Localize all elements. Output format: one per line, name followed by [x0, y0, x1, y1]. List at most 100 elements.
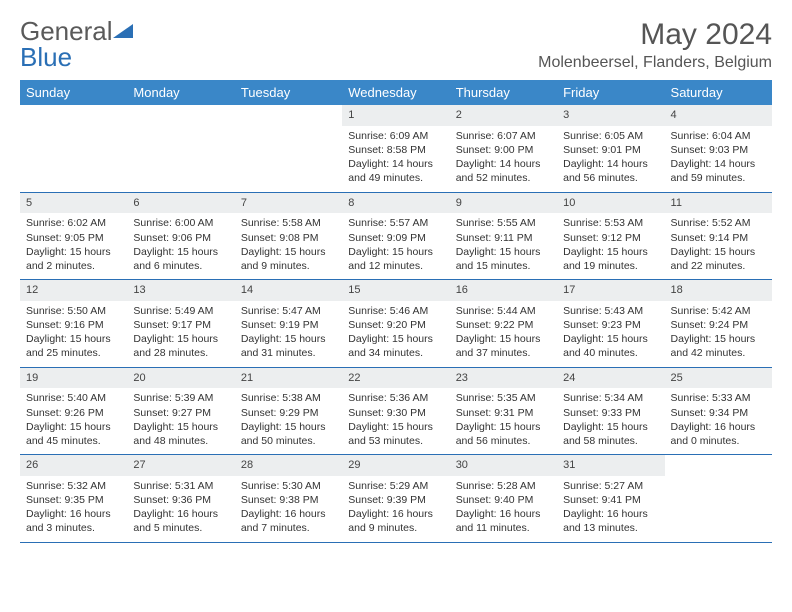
calendar-cell: 27Sunrise: 5:31 AMSunset: 9:36 PMDayligh…: [127, 455, 234, 543]
day-number: 9: [450, 193, 557, 214]
day-content: Sunrise: 5:58 AMSunset: 9:08 PMDaylight:…: [235, 213, 342, 279]
day-content: Sunrise: 5:42 AMSunset: 9:24 PMDaylight:…: [665, 301, 772, 367]
logo-text: General Blue: [20, 18, 135, 70]
calendar-week-row: 26Sunrise: 5:32 AMSunset: 9:35 PMDayligh…: [20, 455, 772, 543]
day-number: 21: [235, 368, 342, 389]
day-number: 17: [557, 280, 664, 301]
day-content: Sunrise: 5:40 AMSunset: 9:26 PMDaylight:…: [20, 388, 127, 454]
day-content: Sunrise: 5:46 AMSunset: 9:20 PMDaylight:…: [342, 301, 449, 367]
day-number: 26: [20, 455, 127, 476]
calendar-cell: 13Sunrise: 5:49 AMSunset: 9:17 PMDayligh…: [127, 280, 234, 368]
day-content: Sunrise: 5:36 AMSunset: 9:30 PMDaylight:…: [342, 388, 449, 454]
day-content: Sunrise: 6:00 AMSunset: 9:06 PMDaylight:…: [127, 213, 234, 279]
day-content: Sunrise: 6:09 AMSunset: 8:58 PMDaylight:…: [342, 126, 449, 192]
day-content: Sunrise: 5:28 AMSunset: 9:40 PMDaylight:…: [450, 476, 557, 542]
day-content: Sunrise: 5:47 AMSunset: 9:19 PMDaylight:…: [235, 301, 342, 367]
calendar-cell: 4Sunrise: 6:04 AMSunset: 9:03 PMDaylight…: [665, 105, 772, 192]
weekday-header: Tuesday: [235, 80, 342, 105]
calendar-cell: 5Sunrise: 6:02 AMSunset: 9:05 PMDaylight…: [20, 192, 127, 280]
day-content: Sunrise: 6:02 AMSunset: 9:05 PMDaylight:…: [20, 213, 127, 279]
calendar-cell: 3Sunrise: 6:05 AMSunset: 9:01 PMDaylight…: [557, 105, 664, 192]
day-content: Sunrise: 5:50 AMSunset: 9:16 PMDaylight:…: [20, 301, 127, 367]
calendar-cell: 12Sunrise: 5:50 AMSunset: 9:16 PMDayligh…: [20, 280, 127, 368]
calendar-cell: 21Sunrise: 5:38 AMSunset: 9:29 PMDayligh…: [235, 367, 342, 455]
calendar-cell: 20Sunrise: 5:39 AMSunset: 9:27 PMDayligh…: [127, 367, 234, 455]
calendar-body: 1Sunrise: 6:09 AMSunset: 8:58 PMDaylight…: [20, 105, 772, 542]
day-content: Sunrise: 6:07 AMSunset: 9:00 PMDaylight:…: [450, 126, 557, 192]
day-number: 10: [557, 193, 664, 214]
day-number: 30: [450, 455, 557, 476]
day-number: 5: [20, 193, 127, 214]
day-content: Sunrise: 5:31 AMSunset: 9:36 PMDaylight:…: [127, 476, 234, 542]
calendar-week-row: 1Sunrise: 6:09 AMSunset: 8:58 PMDaylight…: [20, 105, 772, 192]
logo: General Blue: [20, 18, 135, 70]
calendar-cell: 22Sunrise: 5:36 AMSunset: 9:30 PMDayligh…: [342, 367, 449, 455]
day-content: Sunrise: 6:05 AMSunset: 9:01 PMDaylight:…: [557, 126, 664, 192]
calendar-cell: 9Sunrise: 5:55 AMSunset: 9:11 PMDaylight…: [450, 192, 557, 280]
calendar-cell: 15Sunrise: 5:46 AMSunset: 9:20 PMDayligh…: [342, 280, 449, 368]
day-content: Sunrise: 5:43 AMSunset: 9:23 PMDaylight:…: [557, 301, 664, 367]
location: Molenbeersel, Flanders, Belgium: [538, 54, 772, 72]
weekday-header: Thursday: [450, 80, 557, 105]
calendar-cell: 8Sunrise: 5:57 AMSunset: 9:09 PMDaylight…: [342, 192, 449, 280]
day-number: 2: [450, 105, 557, 126]
title-block: May 2024 Molenbeersel, Flanders, Belgium: [538, 18, 772, 72]
calendar-cell: [127, 105, 234, 192]
calendar-cell: [20, 105, 127, 192]
calendar-cell: 19Sunrise: 5:40 AMSunset: 9:26 PMDayligh…: [20, 367, 127, 455]
day-number: 3: [557, 105, 664, 126]
day-content: Sunrise: 5:35 AMSunset: 9:31 PMDaylight:…: [450, 388, 557, 454]
calendar-cell: 28Sunrise: 5:30 AMSunset: 9:38 PMDayligh…: [235, 455, 342, 543]
day-content: Sunrise: 5:27 AMSunset: 9:41 PMDaylight:…: [557, 476, 664, 542]
calendar-head: SundayMondayTuesdayWednesdayThursdayFrid…: [20, 80, 772, 105]
day-content: Sunrise: 6:04 AMSunset: 9:03 PMDaylight:…: [665, 126, 772, 192]
weekday-header: Saturday: [665, 80, 772, 105]
calendar-cell: 24Sunrise: 5:34 AMSunset: 9:33 PMDayligh…: [557, 367, 664, 455]
day-number: 20: [127, 368, 234, 389]
day-content: Sunrise: 5:44 AMSunset: 9:22 PMDaylight:…: [450, 301, 557, 367]
calendar-cell: 10Sunrise: 5:53 AMSunset: 9:12 PMDayligh…: [557, 192, 664, 280]
day-content: Sunrise: 5:57 AMSunset: 9:09 PMDaylight:…: [342, 213, 449, 279]
calendar-cell: 17Sunrise: 5:43 AMSunset: 9:23 PMDayligh…: [557, 280, 664, 368]
calendar-week-row: 12Sunrise: 5:50 AMSunset: 9:16 PMDayligh…: [20, 280, 772, 368]
day-number: 7: [235, 193, 342, 214]
logo-triangle-icon: [113, 24, 135, 40]
day-number: 23: [450, 368, 557, 389]
day-number: 12: [20, 280, 127, 301]
day-content: Sunrise: 5:33 AMSunset: 9:34 PMDaylight:…: [665, 388, 772, 454]
day-content: Sunrise: 5:52 AMSunset: 9:14 PMDaylight:…: [665, 213, 772, 279]
day-number: 29: [342, 455, 449, 476]
weekday-header: Monday: [127, 80, 234, 105]
day-number: 6: [127, 193, 234, 214]
day-number: 19: [20, 368, 127, 389]
calendar-cell: 23Sunrise: 5:35 AMSunset: 9:31 PMDayligh…: [450, 367, 557, 455]
day-content: Sunrise: 5:38 AMSunset: 9:29 PMDaylight:…: [235, 388, 342, 454]
day-number: 15: [342, 280, 449, 301]
day-number: 11: [665, 193, 772, 214]
calendar-cell: 30Sunrise: 5:28 AMSunset: 9:40 PMDayligh…: [450, 455, 557, 543]
calendar-cell: 7Sunrise: 5:58 AMSunset: 9:08 PMDaylight…: [235, 192, 342, 280]
day-number: 27: [127, 455, 234, 476]
calendar-cell: 16Sunrise: 5:44 AMSunset: 9:22 PMDayligh…: [450, 280, 557, 368]
day-number: 25: [665, 368, 772, 389]
day-content: Sunrise: 5:30 AMSunset: 9:38 PMDaylight:…: [235, 476, 342, 542]
calendar-cell: 11Sunrise: 5:52 AMSunset: 9:14 PMDayligh…: [665, 192, 772, 280]
day-number: 13: [127, 280, 234, 301]
day-number: 28: [235, 455, 342, 476]
day-number: 4: [665, 105, 772, 126]
calendar-cell: 26Sunrise: 5:32 AMSunset: 9:35 PMDayligh…: [20, 455, 127, 543]
weekday-header: Friday: [557, 80, 664, 105]
calendar-table: SundayMondayTuesdayWednesdayThursdayFrid…: [20, 80, 772, 543]
header: General Blue May 2024 Molenbeersel, Flan…: [20, 18, 772, 72]
day-content: Sunrise: 5:39 AMSunset: 9:27 PMDaylight:…: [127, 388, 234, 454]
day-content: Sunrise: 5:49 AMSunset: 9:17 PMDaylight:…: [127, 301, 234, 367]
day-content: Sunrise: 5:53 AMSunset: 9:12 PMDaylight:…: [557, 213, 664, 279]
calendar-cell: 29Sunrise: 5:29 AMSunset: 9:39 PMDayligh…: [342, 455, 449, 543]
day-content: Sunrise: 5:55 AMSunset: 9:11 PMDaylight:…: [450, 213, 557, 279]
day-number: 18: [665, 280, 772, 301]
day-content: Sunrise: 5:29 AMSunset: 9:39 PMDaylight:…: [342, 476, 449, 542]
weekday-row: SundayMondayTuesdayWednesdayThursdayFrid…: [20, 80, 772, 105]
weekday-header: Wednesday: [342, 80, 449, 105]
day-number: 22: [342, 368, 449, 389]
day-number: 31: [557, 455, 664, 476]
